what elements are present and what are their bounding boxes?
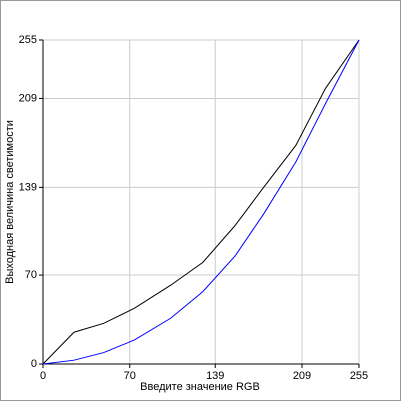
line [42, 39, 360, 365]
y-tick-label: 70 [25, 269, 37, 281]
y-tick-label: 209 [19, 92, 37, 104]
x-tick-label: 139 [206, 370, 224, 382]
y-tick-label: 255 [19, 34, 37, 46]
line [42, 39, 360, 365]
x-tick-label: 209 [293, 370, 311, 382]
x-tick-label: 0 [40, 370, 46, 382]
x-axis-label: Введите значение RGB [140, 381, 260, 393]
x-tick-label: 255 [350, 370, 368, 382]
y-tick-label: 139 [19, 181, 37, 193]
y-axis-label: Выходная величина светимости [4, 120, 16, 284]
y-tick-label: 0 [31, 358, 37, 370]
x-tick-label: 70 [124, 370, 136, 382]
